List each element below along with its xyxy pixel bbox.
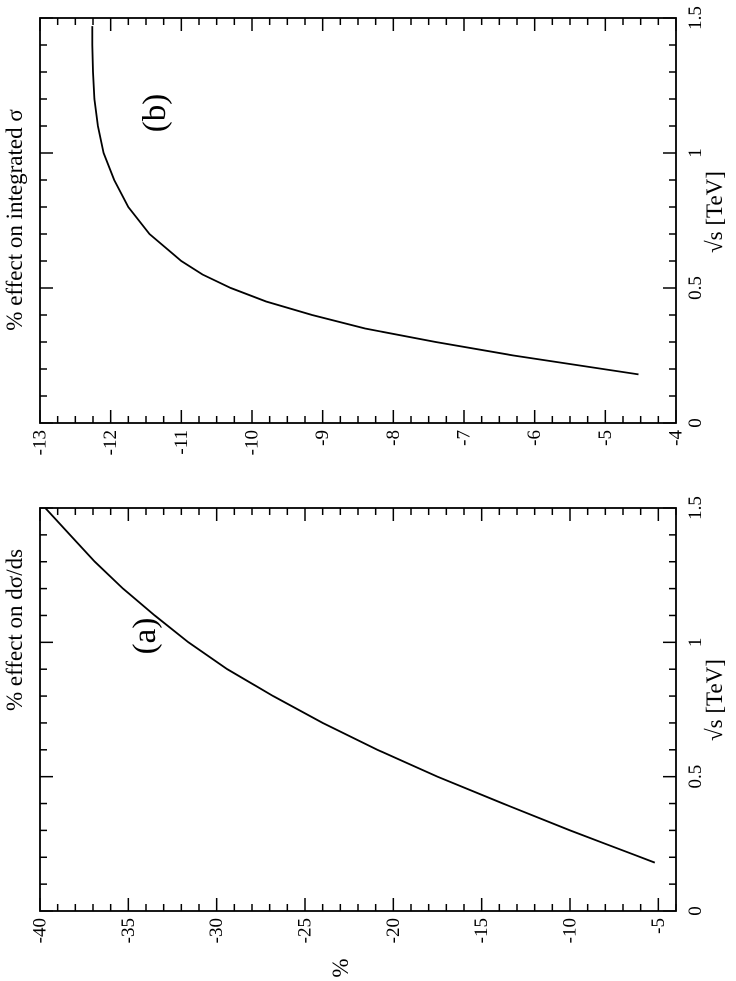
- x-tick-label: 1: [685, 148, 706, 158]
- y-tick-label: -6: [524, 430, 545, 446]
- y-tick-label: -7: [454, 430, 475, 446]
- y-tick-label: -5: [648, 918, 669, 934]
- y-tick-label: -4: [666, 430, 687, 446]
- y-tick-label: -12: [100, 430, 121, 455]
- panel-a-percent-label: %: [328, 958, 353, 977]
- panel-b-panel-label: (b): [137, 94, 173, 132]
- y-tick-label: -35: [118, 918, 139, 943]
- panel-b-ylabel: % effect on integrated σ: [2, 109, 27, 331]
- panel-b-xlabel: √s [TeV]: [702, 171, 727, 253]
- y-tick-label: -20: [383, 918, 404, 943]
- y-tick-label: -5: [595, 430, 616, 446]
- y-tick-label: -40: [30, 918, 51, 943]
- panel-b-tick-labels: 0 0.5 1 1.5 -4 -5 -6 -7 -8 -9 -10 -11 -12 -13: [30, 6, 706, 455]
- panel-b-plot-frame: [39, 17, 677, 424]
- x-tick-label: 1.5: [685, 6, 706, 30]
- panel-a-series-line: [44, 507, 656, 864]
- y-tick-label: -30: [206, 918, 227, 943]
- y-tick-label: -10: [242, 430, 263, 455]
- y-tick-label: -8: [383, 430, 404, 446]
- y-tick-label: -25: [295, 918, 316, 943]
- x-tick-label: 1.5: [685, 496, 706, 520]
- x-tick-label: 1: [685, 638, 706, 648]
- y-tick-label: -9: [312, 430, 333, 446]
- panel-b-series-line: [91, 26, 639, 376]
- x-tick-label: 0.5: [685, 765, 706, 789]
- y-tick-label: -13: [30, 430, 51, 455]
- x-tick-label: 0: [685, 906, 706, 916]
- y-tick-label: -11: [171, 430, 192, 455]
- panel-a-ylabel: % effect on dσ/ds: [2, 549, 27, 711]
- panel-b-ticks: [39, 17, 677, 424]
- panel-a-xlabel: √s [TeV]: [702, 659, 727, 741]
- x-tick-label: 0.5: [685, 276, 706, 300]
- y-tick-label: -15: [471, 918, 492, 943]
- panel-a: 0 0.5 1 1.5 -5 -10 -15 -20 -25 -30 -35 -40 % effect…: [2, 496, 727, 977]
- panel-a-panel-label: (a): [127, 618, 163, 655]
- x-tick-label: 0: [685, 418, 706, 428]
- panel-a-plot-frame: [39, 507, 677, 912]
- panel-b: 0 0.5 1 1.5 -4 -5 -6 -7 -8 -9 -10 -11 -12 -13 % effec…: [2, 6, 727, 455]
- panel-a-tick-labels: 0 0.5 1 1.5 -5 -10 -15 -20 -25 -30 -35 -40: [30, 496, 706, 943]
- y-tick-label: -10: [560, 918, 581, 943]
